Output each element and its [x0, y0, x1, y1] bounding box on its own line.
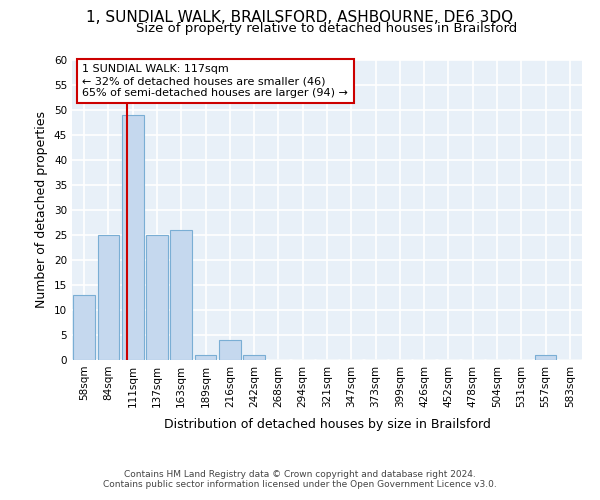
Text: Contains HM Land Registry data © Crown copyright and database right 2024.
Contai: Contains HM Land Registry data © Crown c… [103, 470, 497, 489]
Text: 1, SUNDIAL WALK, BRAILSFORD, ASHBOURNE, DE6 3DQ: 1, SUNDIAL WALK, BRAILSFORD, ASHBOURNE, … [86, 10, 514, 25]
Bar [73, 295, 95, 360]
X-axis label: Distribution of detached houses by size in Brailsford: Distribution of detached houses by size … [164, 418, 490, 431]
Y-axis label: Number of detached properties: Number of detached properties [35, 112, 49, 308]
Bar [170, 230, 192, 360]
Bar [122, 115, 143, 360]
Bar [97, 235, 119, 360]
Bar [243, 355, 265, 360]
Bar [219, 340, 241, 360]
Bar [535, 355, 556, 360]
Title: Size of property relative to detached houses in Brailsford: Size of property relative to detached ho… [136, 22, 518, 35]
Text: 1 SUNDIAL WALK: 117sqm
← 32% of detached houses are smaller (46)
65% of semi-det: 1 SUNDIAL WALK: 117sqm ← 32% of detached… [82, 64, 348, 98]
Bar [194, 355, 217, 360]
Bar [146, 235, 168, 360]
